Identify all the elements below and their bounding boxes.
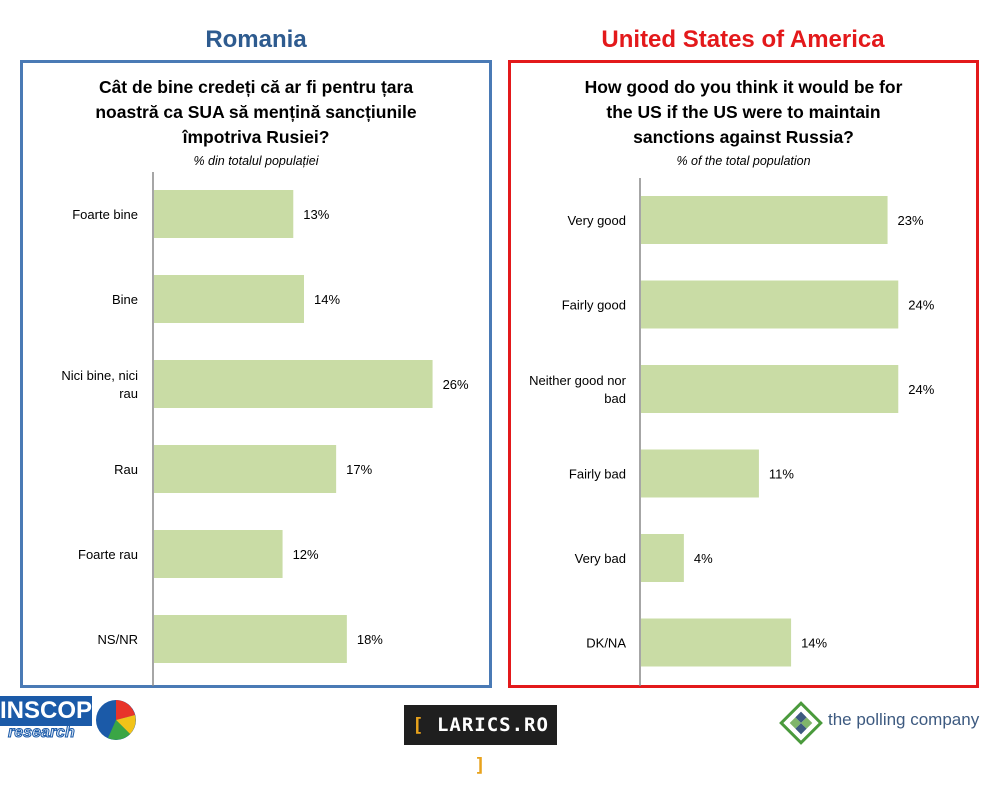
category-label: Foarte rau: [78, 547, 138, 562]
data-label: 18%: [357, 632, 383, 647]
us-question: How good do you think it would be for th…: [521, 75, 966, 150]
romania-bar-chart: 13% Foarte bine 14% Bine 26% Nici bine, nici r…: [61, 172, 469, 686]
inscop-logo-word: INSCOP: [0, 696, 93, 726]
us-subtitle: % of the total population: [676, 154, 811, 168]
data-label: 24%: [908, 298, 934, 313]
category-label: Neither good nor: [529, 373, 627, 388]
us-question-line: the US if the US were to maintain: [606, 102, 881, 122]
data-label: 26%: [443, 377, 469, 392]
data-label: 12%: [293, 547, 319, 562]
bar: [154, 615, 347, 663]
data-label: 13%: [303, 207, 329, 222]
bar: [154, 360, 433, 408]
us-question-line: sanctions against Russia?: [633, 127, 854, 147]
category-label: bad: [604, 391, 626, 406]
category-label: Nici bine, nici: [61, 368, 138, 383]
us-title: United States of America: [601, 26, 885, 53]
romania-title: Romania: [205, 26, 307, 53]
bar: [154, 275, 304, 323]
category-label: Fairly good: [562, 298, 626, 313]
data-label: 4%: [694, 551, 713, 566]
category-label: rau: [119, 386, 138, 401]
us-bar-chart: 23% Very good 24% Fairly good 24% Neither goo…: [529, 178, 935, 686]
category-label: Fairly bad: [569, 467, 626, 482]
data-label: 17%: [346, 462, 372, 477]
bracket-icon: ]: [474, 754, 487, 776]
bar: [641, 365, 899, 413]
inscop-logo-sub: research: [8, 724, 76, 742]
inscop-logo: INSCOP research: [0, 694, 140, 750]
bar: [154, 530, 283, 578]
us-panel: How good do you think it would be for th…: [508, 60, 979, 688]
us-question-line: How good do you think it would be for: [584, 77, 903, 97]
larics-logo-text: LARICS.RO: [436, 714, 549, 736]
data-label: 24%: [908, 382, 934, 397]
bar: [641, 196, 888, 244]
category-label: Very bad: [575, 551, 626, 566]
romania-subtitle: % din totalul populației: [193, 154, 319, 168]
bar: [154, 190, 294, 238]
romania-question-line: Cât de bine credeți că ar fi pentru țara: [98, 77, 414, 97]
category-label: NS/NR: [98, 632, 138, 647]
data-label: 14%: [314, 292, 340, 307]
romania-question: Cât de bine credeți că ar fi pentru țara…: [33, 75, 479, 150]
romania-question-line: noastră ca SUA să mențină sancțiunile: [95, 102, 417, 122]
larics-logo: [ LARICS.RO ]: [404, 705, 557, 776]
data-label: 14%: [801, 636, 827, 651]
category-label: Foarte bine: [72, 207, 138, 222]
category-label: Rau: [114, 462, 138, 477]
polling-company-text: the polling company: [828, 710, 980, 729]
bar: [641, 534, 684, 582]
category-label: Bine: [112, 292, 138, 307]
polling-company-logo: the polling company: [776, 698, 998, 748]
bar: [641, 449, 759, 498]
diamond-grid-icon: [779, 701, 823, 745]
bar: [154, 445, 337, 493]
category-label: DK/NA: [586, 636, 626, 651]
romania-question-line: împotriva Rusiei?: [182, 127, 330, 147]
category-label: Very good: [567, 213, 626, 228]
bar: [641, 618, 792, 667]
bracket-icon: [: [412, 714, 425, 736]
pie-chart-icon: [96, 700, 136, 740]
bar: [641, 280, 899, 329]
data-label: 11%: [769, 467, 794, 482]
data-label: 23%: [898, 213, 924, 228]
